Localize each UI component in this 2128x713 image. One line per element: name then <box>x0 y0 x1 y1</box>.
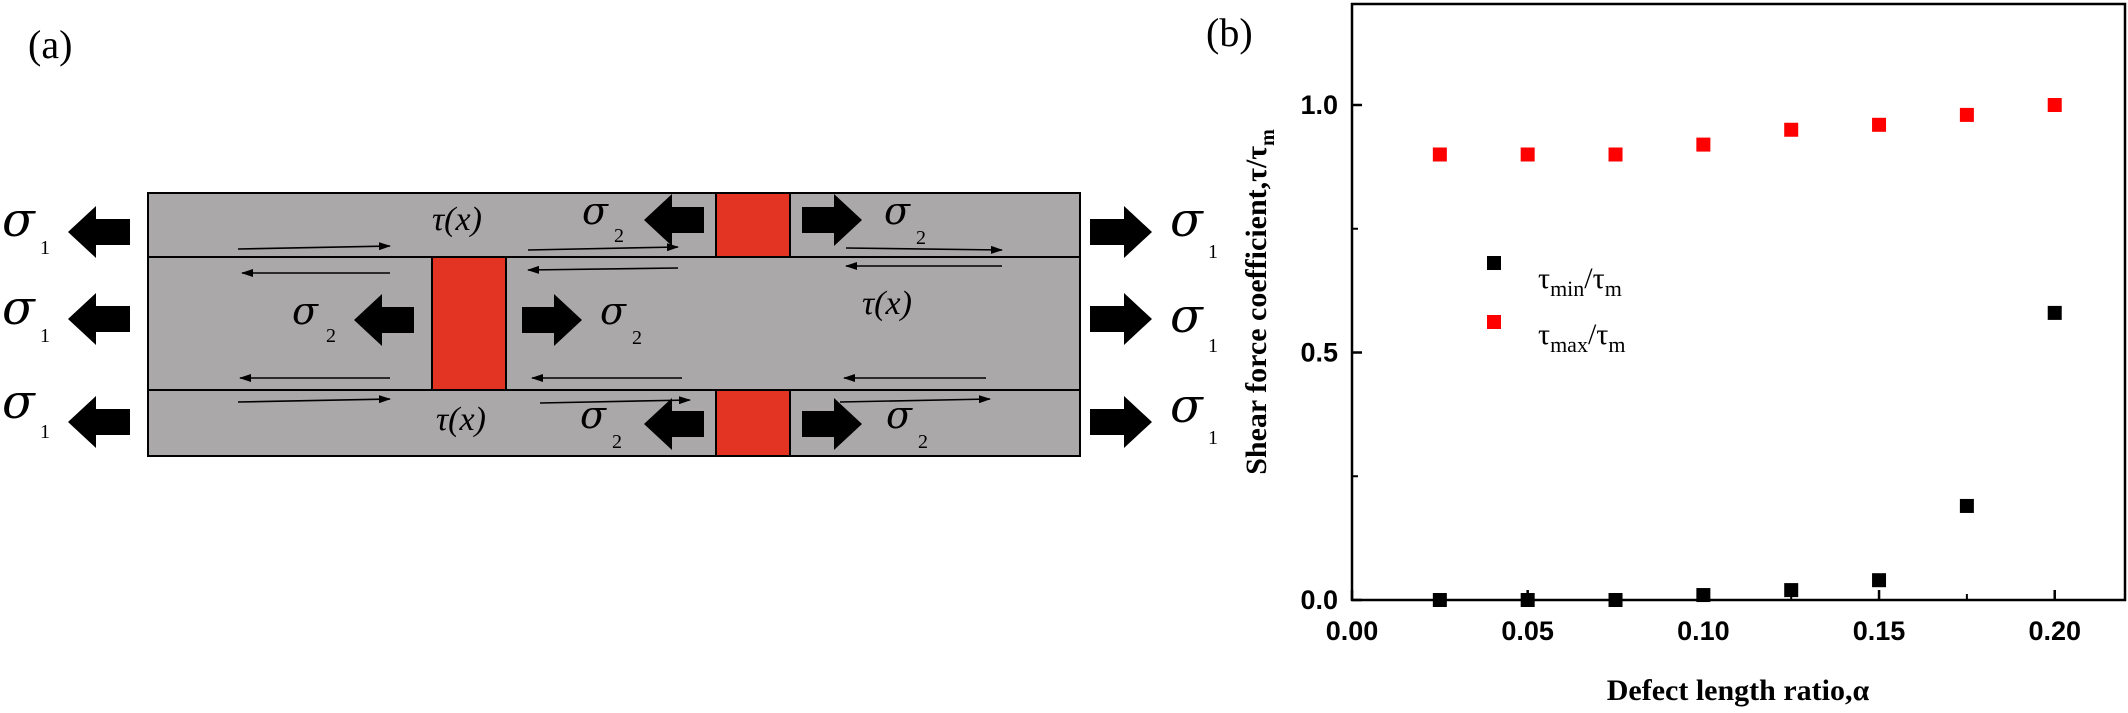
shear-arrow <box>845 245 1003 254</box>
x-tick-label: 0.00 <box>1326 616 1379 646</box>
panel-a-diagram: (a) <box>2 22 1218 457</box>
data-markers <box>1432 98 2062 607</box>
marker-tau-min <box>1872 573 1887 588</box>
marker-tau-max <box>1696 137 1711 152</box>
sigma2-sub: 2 <box>918 431 928 453</box>
sigma1-right-bottom: σ <box>1170 378 1204 434</box>
shear-arrows <box>237 242 1003 405</box>
panel-b-chart: (b) 0.00 0.05 0.10 0.15 0.20 0.0 0.5 1.0 Defect… <box>1206 2 2127 707</box>
y-axis-title: Shear force coefficient,τ/τm <box>1240 129 1279 475</box>
shear-arrow <box>527 265 679 274</box>
shear-arrow <box>539 396 691 405</box>
marker-tau-max <box>1520 147 1535 162</box>
marker-tau-min <box>1432 593 1447 607</box>
sigma2-sub: 2 <box>326 325 336 347</box>
sigma2-top-left: σ <box>582 189 609 233</box>
arrow-right-defect-top <box>802 194 862 246</box>
y-tick-label: 1.0 <box>1300 90 1338 120</box>
marker-tau-min <box>1696 588 1711 603</box>
marker-tau-min <box>1608 593 1623 607</box>
tau-label-bottom: τ(x) <box>436 401 486 438</box>
marker-tau-min <box>2047 305 2062 320</box>
x-tick-label: 0.20 <box>2028 616 2081 646</box>
sigma1-right-top: σ <box>1170 192 1204 248</box>
arrow-right-outer-middle <box>1090 293 1152 345</box>
sigma2-top-right: σ <box>884 189 911 233</box>
tick-labels: 0.00 0.05 0.10 0.15 0.20 0.0 0.5 1.0 <box>1300 90 2081 646</box>
sigma1-sub: 1 <box>40 421 50 443</box>
panel-b-label: (b) <box>1206 10 1253 55</box>
legend-marker-max <box>1487 315 1501 329</box>
x-axis-title: Defect length ratio,α <box>1607 674 1870 707</box>
sigma2-sub: 2 <box>612 431 622 453</box>
sigma1-right-middle: σ <box>1170 288 1204 344</box>
shear-arrow <box>237 242 391 251</box>
arrow-left-defect-top <box>644 194 704 246</box>
arrow-left-outer-top <box>68 206 130 258</box>
sigma2-labels: σ 2 σ 2 σ 2 σ 2 σ 2 σ 2 <box>292 189 928 453</box>
defect-top <box>715 192 791 258</box>
svg-text:Shear force coefficient,τ/τm: Shear force coefficient,τ/τm <box>1240 129 1279 475</box>
defect-bottom <box>715 389 791 457</box>
defect-middle <box>431 256 507 391</box>
marker-tau-min <box>1520 593 1535 607</box>
sigma1-sub: 1 <box>40 237 50 259</box>
marker-tau-max <box>1432 147 1447 162</box>
x-tick-label: 0.05 <box>1501 616 1554 646</box>
marker-tau-max <box>1784 122 1799 137</box>
arrow-left-defect-bottom <box>644 398 704 450</box>
marker-tau-max <box>2047 98 2062 112</box>
thick-arrows <box>68 194 1152 450</box>
sigma1-sub: 1 <box>1208 335 1218 357</box>
x-tick-label: 0.10 <box>1677 616 1730 646</box>
panel-a-label: (a) <box>28 22 72 67</box>
marker-tau-max <box>1608 147 1623 162</box>
arrow-right-defect-middle <box>522 294 582 346</box>
sigma1-left-bottom: σ <box>2 374 36 430</box>
sigma1-sub: 1 <box>40 325 50 347</box>
y-axis-title-main: Shear force coefficient,τ/τ <box>1240 146 1273 475</box>
shear-arrow <box>839 395 991 404</box>
shear-arrow <box>237 395 391 404</box>
tau-label-top: τ(x) <box>432 201 482 238</box>
sigma2-middle-right: σ <box>600 289 627 333</box>
shear-arrow <box>527 243 679 252</box>
plot-frame <box>1350 2 2127 602</box>
y-axis-title-sub: m <box>1257 129 1279 146</box>
sigma2-sub: 2 <box>916 227 926 249</box>
arrow-left-defect-middle <box>354 294 414 346</box>
sigma1-left-middle: σ <box>2 280 36 336</box>
arrow-left-outer-middle <box>68 293 130 345</box>
top-plate <box>147 192 1081 258</box>
x-tick-label: 0.15 <box>1853 616 1906 646</box>
legend-marker-min <box>1487 256 1501 270</box>
arrow-left-outer-bottom <box>68 396 130 448</box>
legend: τmin/τm τmax/τm <box>1487 256 1625 357</box>
y-tick-label: 0.5 <box>1300 338 1338 368</box>
arrow-right-outer-top <box>1090 206 1152 258</box>
middle-plate <box>147 256 1081 391</box>
marker-tau-max <box>1872 117 1887 132</box>
marker-tau-min <box>1959 498 1974 513</box>
sigma2-sub: 2 <box>614 225 624 247</box>
marker-tau-max <box>1959 107 1974 122</box>
sigma1-left-top: σ <box>2 192 36 248</box>
sigma1-sub: 1 <box>1208 241 1218 263</box>
sigma2-bottom-left: σ <box>580 393 607 437</box>
axis-ticks <box>1350 103 2056 602</box>
sigma2-middle-left: σ <box>292 289 319 333</box>
sigma2-bottom-right: σ <box>886 393 913 437</box>
marker-tau-min <box>1784 583 1799 598</box>
sigma1-sub: 1 <box>1208 427 1218 449</box>
y-tick-label: 0.0 <box>1300 585 1338 615</box>
tau-label-middle: τ(x) <box>862 285 912 322</box>
sigma1-labels: σ 1 σ 1 σ 1 σ 1 σ 1 σ 1 <box>2 192 1218 449</box>
legend-label-min: τmin/τm <box>1538 262 1622 301</box>
arrow-right-outer-bottom <box>1090 396 1152 448</box>
arrow-right-defect-bottom <box>802 398 862 450</box>
sigma2-sub: 2 <box>632 327 642 349</box>
legend-label-max: τmax/τm <box>1538 318 1625 357</box>
